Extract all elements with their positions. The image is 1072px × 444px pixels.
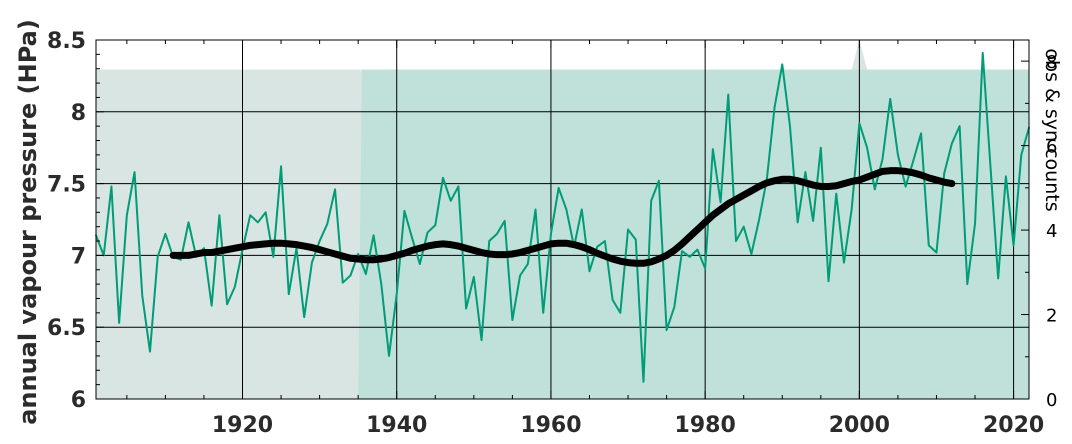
x-tick-label-1920: 1920 <box>212 413 273 438</box>
tick-layer: 1920 1940 1960 1980 2000 2020 6 6.5 7 7.5 8 8.5 0 2 4 6… <box>47 29 1057 438</box>
y2-tick-label: 6 <box>1046 137 1057 158</box>
counts-area-layer <box>96 40 1029 400</box>
y2-tick-label: 0 <box>1046 390 1057 411</box>
smoothed-trend-line <box>169 167 956 267</box>
plot-area: 1920 1940 1960 1980 2000 2020 6 6.5 7 7.5 8 8.5 0 2 4 6… <box>47 29 1057 438</box>
y2-tick-label: 2 <box>1046 306 1057 327</box>
series-layer <box>95 51 1030 383</box>
label-layer: annual vapour pressure (HPa) obs & syn c… <box>14 19 1063 425</box>
plot-frame <box>95 39 1030 400</box>
x-tick-label-1980: 1980 <box>675 413 736 438</box>
y-tick-label: 8.5 <box>47 29 86 54</box>
y-tick-label: 7.5 <box>47 173 86 198</box>
y2-tick-label: 4 <box>1046 221 1057 242</box>
x-tick-label-2020: 2020 <box>983 413 1044 438</box>
x-tick-label-2000: 2000 <box>829 413 890 438</box>
y2-tick-label: 8 <box>1046 52 1057 73</box>
x-tick-label-1940: 1940 <box>366 413 427 438</box>
annual-vapour-pressure-line <box>95 51 1030 383</box>
y-tick-label: 8 <box>71 101 86 126</box>
y-tick-label: 6 <box>71 388 86 413</box>
y-tick-label: 7 <box>71 244 86 269</box>
x-tick-label-1960: 1960 <box>520 413 581 438</box>
right-axis-label: obs & syn counts <box>1041 48 1063 211</box>
y-tick-label: 6.5 <box>47 316 86 341</box>
y-axis-label: annual vapour pressure (HPa) <box>14 19 42 425</box>
